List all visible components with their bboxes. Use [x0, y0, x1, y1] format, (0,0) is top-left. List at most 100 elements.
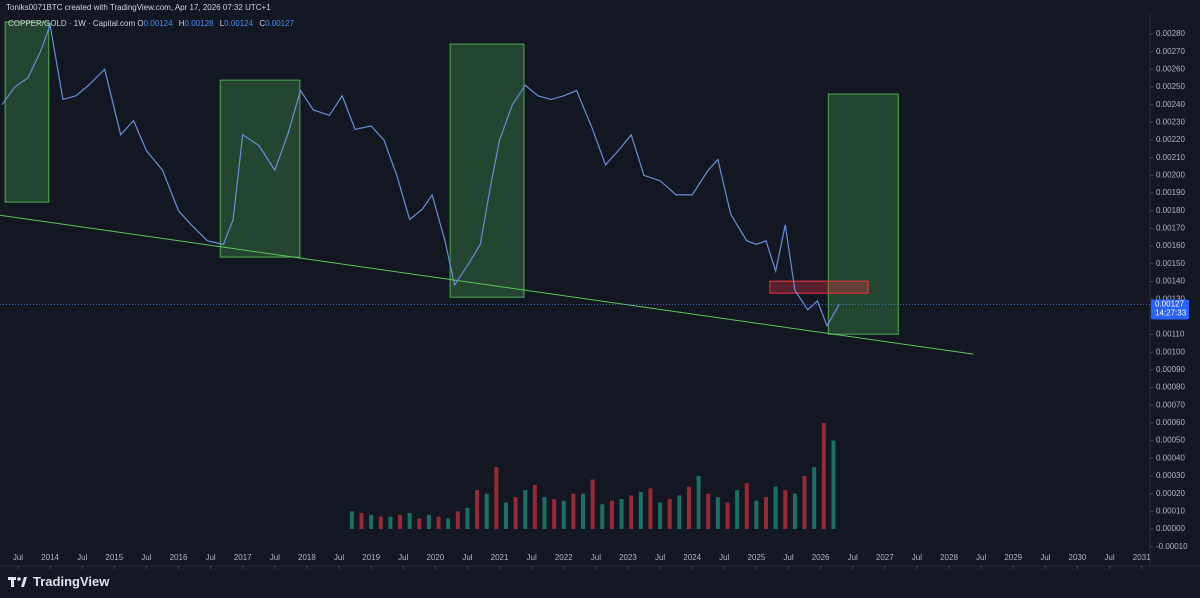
x-tick-label: 2020 — [426, 553, 444, 562]
volume-bar — [686, 486, 691, 530]
x-tick-label: Jul — [13, 553, 23, 562]
zone-box — [4, 21, 50, 203]
x-tick-label: 2026 — [812, 553, 830, 562]
y-tick-label: 0.00230 — [1156, 117, 1185, 126]
trendline — [0, 214, 974, 355]
volume-bar — [619, 498, 624, 530]
x-tick-label: 2017 — [234, 553, 252, 562]
y-tick-label: 0.00090 — [1156, 365, 1185, 374]
y-tick-label: 0.00140 — [1156, 277, 1185, 286]
y-tick-label: 0.00010 — [1156, 506, 1185, 515]
y-tick-label: 0.00240 — [1156, 100, 1185, 109]
volume-bar — [735, 490, 740, 530]
x-tick-label: 2016 — [170, 553, 188, 562]
y-tick-label: 0.00040 — [1156, 453, 1185, 462]
volume-bar — [638, 491, 643, 530]
legend: COPPER/GOLD · 1W · Capital.com O0.00124 … — [8, 19, 298, 28]
volume-bar — [388, 516, 393, 530]
volume-bar — [792, 493, 797, 530]
volume-bar — [744, 483, 749, 530]
x-tick-label: Jul — [205, 553, 215, 562]
y-tick-label: 0.00250 — [1156, 82, 1185, 91]
volume-bar — [696, 475, 701, 530]
x-tick-label: 2025 — [747, 553, 765, 562]
x-tick-label: 2031 — [1133, 553, 1151, 562]
header-title: Toniks0071BTC created with TradingView.c… — [6, 3, 271, 12]
volume-bar — [484, 493, 489, 530]
volume-bar — [821, 422, 826, 530]
y-tick-label: 0.00210 — [1156, 153, 1185, 162]
high-label: H — [178, 19, 185, 28]
price-line — [1, 22, 840, 328]
x-tick-label: Jul — [1040, 553, 1050, 562]
y-tick-label: 0.00110 — [1156, 330, 1185, 339]
x-tick-label: 2022 — [555, 553, 573, 562]
y-tick-label: 0.00070 — [1156, 400, 1185, 409]
volume-bar — [571, 493, 576, 530]
y-tick-label: 0.00200 — [1156, 171, 1185, 180]
price-tag-label: 0.00127 — [1155, 300, 1184, 309]
volume-bar — [677, 495, 682, 530]
volume-bar — [446, 518, 451, 530]
volume-bar — [600, 504, 605, 530]
x-tick-label: 2024 — [683, 553, 701, 562]
volume-bar — [706, 493, 711, 530]
volume-bar — [542, 497, 547, 530]
volume-bar — [667, 498, 672, 530]
zone-box — [769, 280, 869, 294]
x-tick-label: 2029 — [1004, 553, 1022, 562]
y-tick-label: 0.00060 — [1156, 418, 1185, 427]
volume-bar — [523, 490, 528, 530]
x-tick-label: 2023 — [619, 553, 637, 562]
volume-bar — [426, 514, 431, 530]
close-value: 0.00127 — [265, 19, 295, 28]
open-label: O — [137, 19, 144, 28]
volume-bar — [369, 514, 374, 530]
volume-bar — [417, 518, 422, 530]
high-value: 0.00128 — [184, 19, 214, 28]
x-tick-label: Jul — [719, 553, 729, 562]
volume-bar — [754, 500, 759, 530]
volume-bar — [648, 488, 653, 530]
close-label: C — [259, 19, 266, 28]
volume-bar — [407, 513, 412, 530]
y-tick-label: 0.00160 — [1156, 241, 1185, 250]
volume-bar — [436, 516, 441, 530]
volume-bar — [609, 500, 614, 530]
volume-bar — [764, 497, 769, 530]
zone-box — [827, 93, 899, 335]
volume-bar — [513, 497, 518, 530]
volume-bar — [831, 440, 836, 530]
y-tick-label: 0.00030 — [1156, 471, 1185, 480]
x-tick-label: 2021 — [491, 553, 509, 562]
y-tick-label: 0.00100 — [1156, 347, 1185, 356]
y-tick-label: 0.00050 — [1156, 436, 1185, 445]
y-tick-label: 0.00180 — [1156, 206, 1185, 215]
volume-bar — [561, 500, 566, 530]
volume-bar — [552, 498, 557, 530]
x-tick-label: 2019 — [362, 553, 380, 562]
volume-bar — [725, 502, 730, 530]
volume-bar — [581, 493, 586, 530]
y-tick-label: 0.00020 — [1156, 489, 1185, 498]
y-tick-label: 0.00220 — [1156, 135, 1185, 144]
y-tick-label: 0.00150 — [1156, 259, 1185, 268]
volume-bar — [503, 502, 508, 530]
x-tick-label: Jul — [591, 553, 601, 562]
y-tick-label: 0.00280 — [1156, 29, 1185, 38]
volume-bar — [715, 497, 720, 530]
volume-bar — [465, 507, 470, 530]
chart: 0.00280 0.00270 0.00260 0.00250 0.00240 0.002… — [0, 14, 1200, 569]
zone-box — [449, 43, 525, 298]
y-tick-label: 0.00080 — [1156, 383, 1185, 392]
volume-bar — [658, 502, 663, 530]
volume-bar — [783, 490, 788, 530]
x-tick-label: Jul — [334, 553, 344, 562]
x-tick-label: Jul — [976, 553, 986, 562]
volume-bar — [812, 467, 817, 530]
brand: TradingView — [33, 574, 110, 589]
x-tick-label: Jul — [77, 553, 87, 562]
y-tick-label: 0.00130 — [1156, 294, 1185, 303]
x-tick-label: Jul — [462, 553, 472, 562]
